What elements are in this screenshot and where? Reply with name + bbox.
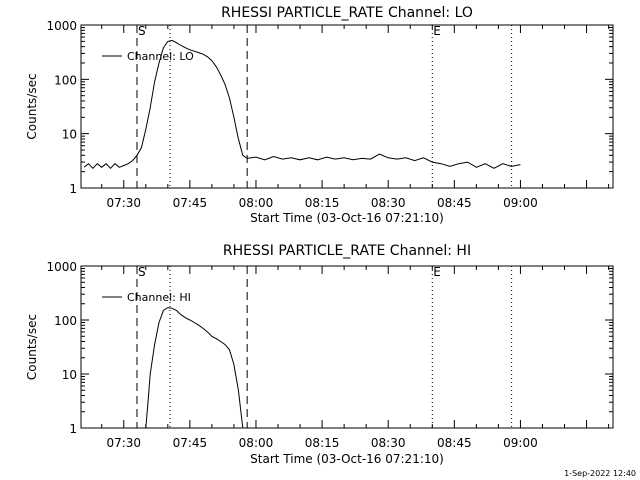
x-tick-label: 07:45 [173,196,208,210]
y-tick-label: 10 [62,128,77,142]
y-tick-label: 1 [69,422,77,436]
plot-frame [80,24,614,189]
x-tick-label: 08:15 [305,196,340,210]
event-marker-label: S [138,24,146,38]
x-tick-label: 09:00 [503,436,538,450]
x-tick-label: 09:00 [503,196,538,210]
chart-title: RHESSI PARTICLE_RATE Channel: HI [223,243,471,259]
x-tick-label: 08:45 [437,196,472,210]
x-tick-label: 08:00 [239,436,274,450]
y-axis-title: Counts/sec [25,314,39,380]
y-tick-label: 1000 [46,19,77,33]
x-tick-label: 07:30 [106,436,141,450]
event-marker-label: S [138,265,146,279]
y-tick-label: 10 [62,368,77,382]
legend-label: Channel: LO [127,50,194,63]
x-tick-label: 08:00 [239,196,274,210]
series-line [83,39,521,170]
chart-title: RHESSI PARTICLE_RATE Channel: LO [221,5,473,21]
x-tick-label: 08:15 [305,436,340,450]
chart-panel-hi: RHESSI PARTICLE_RATE Channel: HI 1 10 100 10… [25,243,614,466]
x-tick-label: 08:30 [371,196,406,210]
y-tick-label: 100 [54,73,77,87]
x-tick-label: 07:30 [106,196,141,210]
series-line [145,307,244,428]
event-marker-label: E [433,265,441,279]
chart-panel-lo: RHESSI PARTICLE_RATE Channel: LO 1 10 100 10… [25,5,614,225]
x-axis-title: Start Time (03-Oct-16 07:21:10) [250,452,444,466]
y-axis-title: Counts/sec [25,73,39,139]
legend-label: Channel: HI [127,291,191,304]
plot-frame [80,265,614,429]
y-tick-label: 100 [54,314,77,328]
x-tick-label: 08:45 [437,436,472,450]
x-axis-title: Start Time (03-Oct-16 07:21:10) [250,211,444,225]
y-tick-label: 1 [69,182,77,196]
plot-timestamp: 1-Sep-2022 12:40 [564,469,636,478]
event-marker-label: E [433,24,441,38]
y-tick-label: 1000 [46,260,77,274]
x-tick-label: 07:45 [173,436,208,450]
x-tick-label: 08:30 [371,436,406,450]
